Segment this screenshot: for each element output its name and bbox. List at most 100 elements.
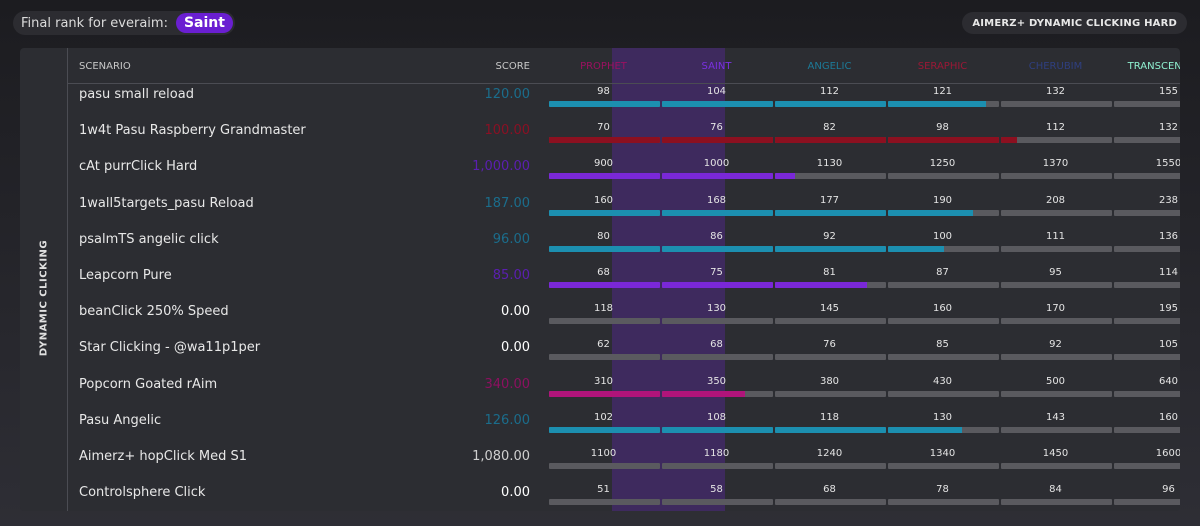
progress-bar [662, 173, 773, 180]
rank-threshold-cell: 68 [773, 475, 886, 511]
rank-threshold-cell: 62 [547, 330, 660, 366]
scenario-row[interactable]: beanClick 250% Speed 0.00 118 130 145 160 170 1… [68, 294, 1180, 330]
scenario-row[interactable]: 1wall5targets_pasu Reload 187.00 160 168 177… [68, 186, 1180, 222]
progress-bar-fill [662, 173, 773, 180]
rank-threshold-cell: 58 [660, 475, 773, 511]
rank-threshold-cell: 78 [886, 475, 999, 511]
progress-bar-fill [549, 137, 660, 144]
rank-threshold-cell: 310 [547, 367, 660, 403]
rank-threshold-cell: 143 [999, 403, 1112, 439]
threshold-value: 96 [1162, 484, 1175, 496]
scenario-row[interactable]: cAt purrClick Hard 1,000.00 900 1000 1130 125… [68, 149, 1180, 185]
threshold-value: 1240 [816, 448, 843, 459]
category-label: DYNAMIC CLICKING [38, 239, 50, 357]
scenario-row[interactable]: Controlsphere Click 0.00 51 58 68 78 84 96 [68, 475, 1180, 511]
scenario-row[interactable]: Star Clicking - @wa11p1per 0.00 62 68 76 85 92… [68, 330, 1180, 366]
threshold-value: 82 [823, 122, 836, 134]
progress-bar [549, 354, 660, 361]
threshold-value: 98 [597, 86, 610, 97]
table-header: SCENARIO SCORE PROPHET SAINT ANGELIC SERAPH… [68, 48, 1180, 84]
scenario-row[interactable]: psalmTS angelic click 96.00 80 86 92 100 111 13… [68, 222, 1180, 258]
threshold-value: 98 [936, 122, 949, 134]
rank-threshold-cell: 86 [660, 222, 773, 258]
final-rank-pill: Final rank for everaim: Saint [13, 11, 235, 35]
threshold-value: 900 [593, 158, 614, 170]
progress-bar [549, 426, 660, 433]
scenario-score: 187.00 [484, 195, 531, 211]
progress-bar-fill [549, 426, 660, 433]
rank-threshold-cell: 1600 [1112, 439, 1180, 475]
rank-threshold-cell: 130 [660, 294, 773, 330]
progress-bar-fill [662, 426, 773, 433]
scenario-row[interactable]: Aimerz+ hopClick Med S1 1,080.00 1100 1180 1… [68, 439, 1180, 475]
threshold-value: 170 [1045, 303, 1066, 315]
progress-bar-fill [775, 101, 886, 107]
final-rank-label: Final rank for everaim: [21, 15, 168, 31]
threshold-value: 114 [1158, 267, 1179, 278]
threshold-value: 108 [706, 411, 727, 423]
rank-threshold-cell: 1100 [547, 439, 660, 475]
threshold-value: 132 [1045, 86, 1066, 97]
threshold-value: 160 [1158, 411, 1179, 423]
scenario-score: 0.00 [501, 340, 530, 356]
progress-bar [662, 426, 773, 433]
rank-threshold-cell: 96 [1112, 475, 1180, 511]
scenario-row[interactable]: Pasu Angelic 126.00 102 108 118 130 143 160 [68, 403, 1180, 439]
rank-threshold-cell: 238 [1112, 186, 1180, 222]
threshold-value: 1370 [1042, 158, 1069, 170]
rank-header-saint: SAINT [701, 61, 732, 72]
rank-threshold-cell: 1340 [886, 439, 999, 475]
rank-threshold-cell: 70 [547, 113, 660, 149]
rank-threshold-cell: 81 [773, 258, 886, 294]
threshold-value: 310 [593, 375, 614, 387]
threshold-value: 121 [932, 86, 953, 97]
scenario-row[interactable]: 1w4t Pasu Raspberry Grandmaster 100.00 70 7… [68, 113, 1180, 149]
progress-bar [549, 463, 660, 469]
scenario-row[interactable]: pasu small reload 120.00 98 104 112 121 132 155 [68, 77, 1180, 113]
scenario-row[interactable]: Leapcorn Pure 85.00 68 75 81 87 95 114 [68, 258, 1180, 294]
rank-threshold-cell: 1550 [1112, 149, 1180, 185]
rank-threshold-cell: 1180 [660, 439, 773, 475]
rank-threshold-cell: 1000 [660, 149, 773, 185]
threshold-value: 75 [710, 267, 723, 278]
progress-bar [1001, 209, 1112, 216]
progress-bar [549, 101, 660, 107]
rank-threshold-cell: 118 [773, 403, 886, 439]
progress-bar [1001, 245, 1112, 252]
threshold-value: 84 [1049, 484, 1062, 496]
rank-threshold-cell: 132 [1112, 113, 1180, 149]
rank-threshold-cell: 85 [886, 330, 999, 366]
progress-bar [775, 426, 886, 433]
rank-threshold-cell: 112 [773, 77, 886, 113]
rank-threshold-cell: 160 [886, 294, 999, 330]
benchmark-title[interactable]: AIMERZ+ DYNAMIC CLICKING HARD [962, 12, 1187, 34]
progress-bar-fill [775, 245, 886, 252]
threshold-value: 62 [597, 339, 610, 351]
progress-bar-fill [775, 282, 868, 288]
scenario-score: 1,000.00 [472, 159, 530, 175]
scenario-name: cAt purrClick Hard [79, 159, 198, 175]
progress-bar [775, 173, 886, 180]
threshold-value: 132 [1158, 122, 1179, 134]
scenario-row[interactable]: Popcorn Goated rAim 340.00 310 350 380 430 500… [68, 367, 1180, 403]
progress-bar [662, 463, 773, 469]
progress-bar-fill [775, 426, 886, 433]
threshold-value: 1600 [1155, 448, 1180, 459]
final-rank-badge: Saint [175, 13, 233, 33]
progress-bar [662, 245, 773, 252]
rank-threshold-cell: 118 [547, 294, 660, 330]
scenario-name: 1w4t Pasu Raspberry Grandmaster [79, 123, 306, 139]
threshold-value: 95 [1049, 267, 1062, 278]
progress-bar [888, 426, 999, 433]
progress-bar [549, 282, 660, 288]
threshold-value: 1450 [1042, 448, 1069, 459]
scenario-score: 340.00 [484, 376, 531, 392]
progress-bar [888, 101, 999, 107]
scenario-score: 120.00 [484, 87, 531, 102]
progress-bar [775, 209, 886, 216]
progress-bar-fill [662, 282, 773, 288]
threshold-value: 380 [819, 375, 840, 387]
threshold-value: 190 [932, 194, 953, 206]
scenario-name: Controlsphere Click [79, 485, 206, 501]
rank-threshold-cell: 208 [999, 186, 1112, 222]
